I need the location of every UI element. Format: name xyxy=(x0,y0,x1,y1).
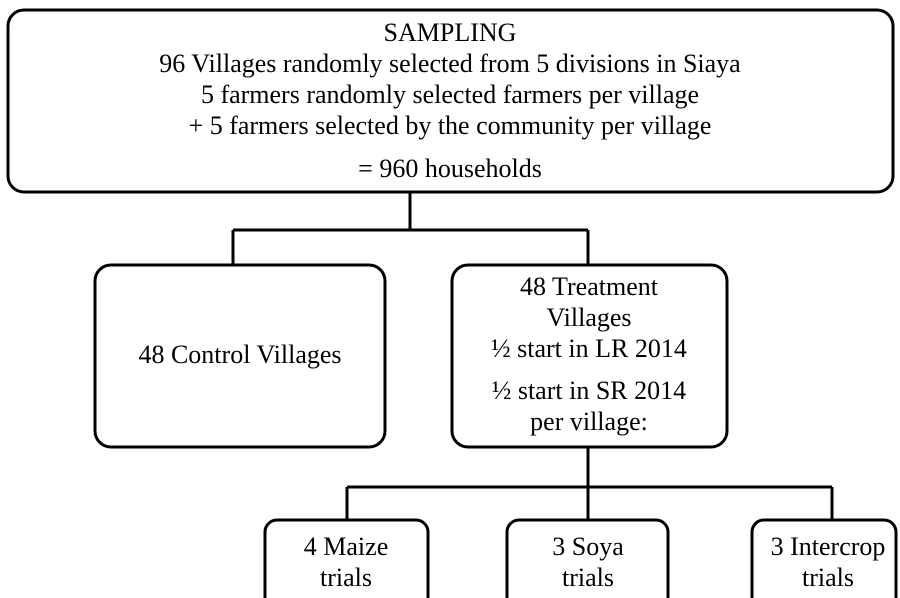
node-text: trials xyxy=(562,563,614,592)
intercrop-box xyxy=(750,518,898,598)
node-text: = 960 households xyxy=(358,154,542,183)
node-text: 96 Villages randomly selected from 5 div… xyxy=(159,49,741,78)
node-text: + 5 farmers selected by the community pe… xyxy=(189,111,712,140)
node-text: trials xyxy=(802,563,854,592)
maize-box xyxy=(263,518,430,598)
node-text: 3 Intercrop xyxy=(771,532,886,561)
treatment-box xyxy=(450,263,729,449)
node-text: 3 Soya xyxy=(552,532,624,561)
soya-box xyxy=(505,518,670,598)
node-text: 48 Control Villages xyxy=(138,340,341,369)
node-text: 4 Maize xyxy=(304,532,388,561)
node-text: ½ start in SR 2014 xyxy=(492,376,686,405)
control-box xyxy=(93,263,387,449)
node-text: trials xyxy=(320,563,372,592)
node-text: 48 Treatment xyxy=(520,272,659,301)
node-text: Villages xyxy=(546,303,631,332)
node-text: SAMPLING xyxy=(384,18,517,47)
node-text: per village: xyxy=(530,407,648,436)
node-text: 5 farmers randomly selected farmers per … xyxy=(201,80,699,109)
connector xyxy=(231,192,590,265)
connector xyxy=(345,447,834,520)
sampling-box xyxy=(6,8,895,194)
node-text: ½ start in LR 2014 xyxy=(491,334,687,363)
